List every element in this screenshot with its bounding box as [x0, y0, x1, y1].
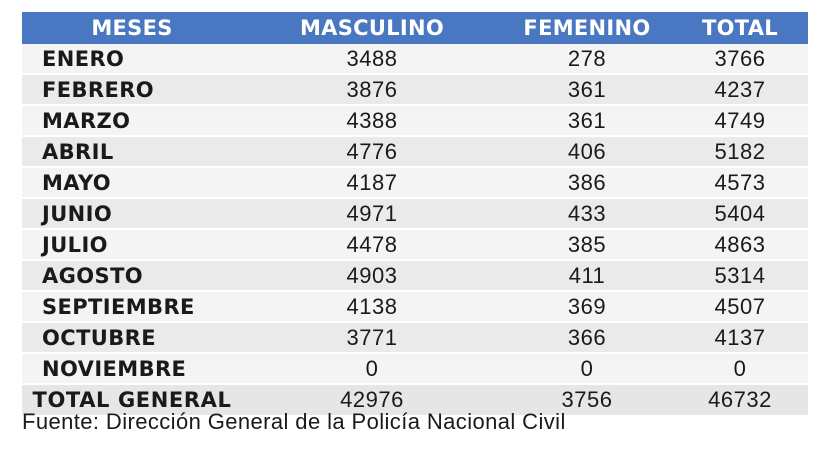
total-cell: 5314	[672, 260, 808, 292]
month-cell: FEBRERO	[22, 74, 242, 106]
header-row: MESES MASCULINO FEMENINO TOTAL	[22, 12, 808, 44]
total-cell: 4749	[672, 105, 808, 137]
femenino-cell: 366	[502, 322, 672, 354]
total-cell: 3766	[672, 44, 808, 75]
masculino-cell: 4187	[242, 167, 502, 199]
table-row: JUNIO 4971 433 5404	[22, 198, 808, 230]
month-cell: SEPTIEMBRE	[22, 291, 242, 323]
header-total: TOTAL	[672, 12, 808, 44]
masculino-cell: 3771	[242, 322, 502, 354]
femenino-cell: 361	[502, 74, 672, 106]
femenino-cell: 386	[502, 167, 672, 199]
total-cell: 5404	[672, 198, 808, 230]
femenino-cell: 369	[502, 291, 672, 323]
masculino-cell: 3488	[242, 44, 502, 75]
masculino-cell: 4388	[242, 105, 502, 137]
total-masculino: 42976	[242, 384, 502, 415]
table-row: OCTUBRE 3771 366 4137	[22, 322, 808, 354]
total-general-row: TOTAL GENERAL 42976 3756 46732	[22, 384, 808, 415]
femenino-cell: 385	[502, 229, 672, 261]
month-cell: OCTUBRE	[22, 322, 242, 354]
table-footer: TOTAL GENERAL 42976 3756 46732	[22, 384, 808, 415]
total-cell: 4863	[672, 229, 808, 261]
month-cell: ABRIL	[22, 136, 242, 168]
month-cell: JULIO	[22, 229, 242, 261]
table-row: AGOSTO 4903 411 5314	[22, 260, 808, 292]
total-cell: 4507	[672, 291, 808, 323]
total-cell: 5182	[672, 136, 808, 168]
header-femenino: FEMENINO	[502, 12, 672, 44]
masculino-cell: 3876	[242, 74, 502, 106]
masculino-cell: 4478	[242, 229, 502, 261]
table-row: FEBRERO 3876 361 4237	[22, 74, 808, 106]
total-cell: 0	[672, 353, 808, 385]
table-row: SEPTIEMBRE 4138 369 4507	[22, 291, 808, 323]
table-row: MARZO 4388 361 4749	[22, 105, 808, 137]
table-body: ENERO 3488 278 3766 FEBRERO 3876 361 423…	[22, 44, 808, 385]
total-general-label: TOTAL GENERAL	[22, 384, 242, 415]
masculino-cell: 4138	[242, 291, 502, 323]
femenino-cell: 406	[502, 136, 672, 168]
total-femenino: 3756	[502, 384, 672, 415]
femenino-cell: 0	[502, 353, 672, 385]
masculino-cell: 4903	[242, 260, 502, 292]
total-overall: 46732	[672, 384, 808, 415]
masculino-cell: 4971	[242, 198, 502, 230]
masculino-cell: 0	[242, 353, 502, 385]
masculino-cell: 4776	[242, 136, 502, 168]
femenino-cell: 433	[502, 198, 672, 230]
table-row: ABRIL 4776 406 5182	[22, 136, 808, 168]
header-meses: MESES	[22, 12, 242, 44]
table-row: JULIO 4478 385 4863	[22, 229, 808, 261]
month-cell: ENERO	[22, 44, 242, 75]
month-cell: MARZO	[22, 105, 242, 137]
table-row: MAYO 4187 386 4573	[22, 167, 808, 199]
month-cell: MAYO	[22, 167, 242, 199]
femenino-cell: 361	[502, 105, 672, 137]
month-cell: AGOSTO	[22, 260, 242, 292]
total-cell: 4137	[672, 322, 808, 354]
total-cell: 4573	[672, 167, 808, 199]
month-cell: NOVIEMBRE	[22, 353, 242, 385]
table-header: MESES MASCULINO FEMENINO TOTAL	[22, 12, 808, 44]
month-cell: JUNIO	[22, 198, 242, 230]
source-note: Fuente: Dirección General de la Policía …	[22, 409, 566, 434]
femenino-cell: 278	[502, 44, 672, 75]
monthly-data-table: MESES MASCULINO FEMENINO TOTAL ENERO 348…	[22, 12, 808, 415]
total-cell: 4237	[672, 74, 808, 106]
femenino-cell: 411	[502, 260, 672, 292]
header-masculino: MASCULINO	[242, 12, 502, 44]
table-row: ENERO 3488 278 3766	[22, 44, 808, 75]
table-row: NOVIEMBRE 0 0 0	[22, 353, 808, 385]
